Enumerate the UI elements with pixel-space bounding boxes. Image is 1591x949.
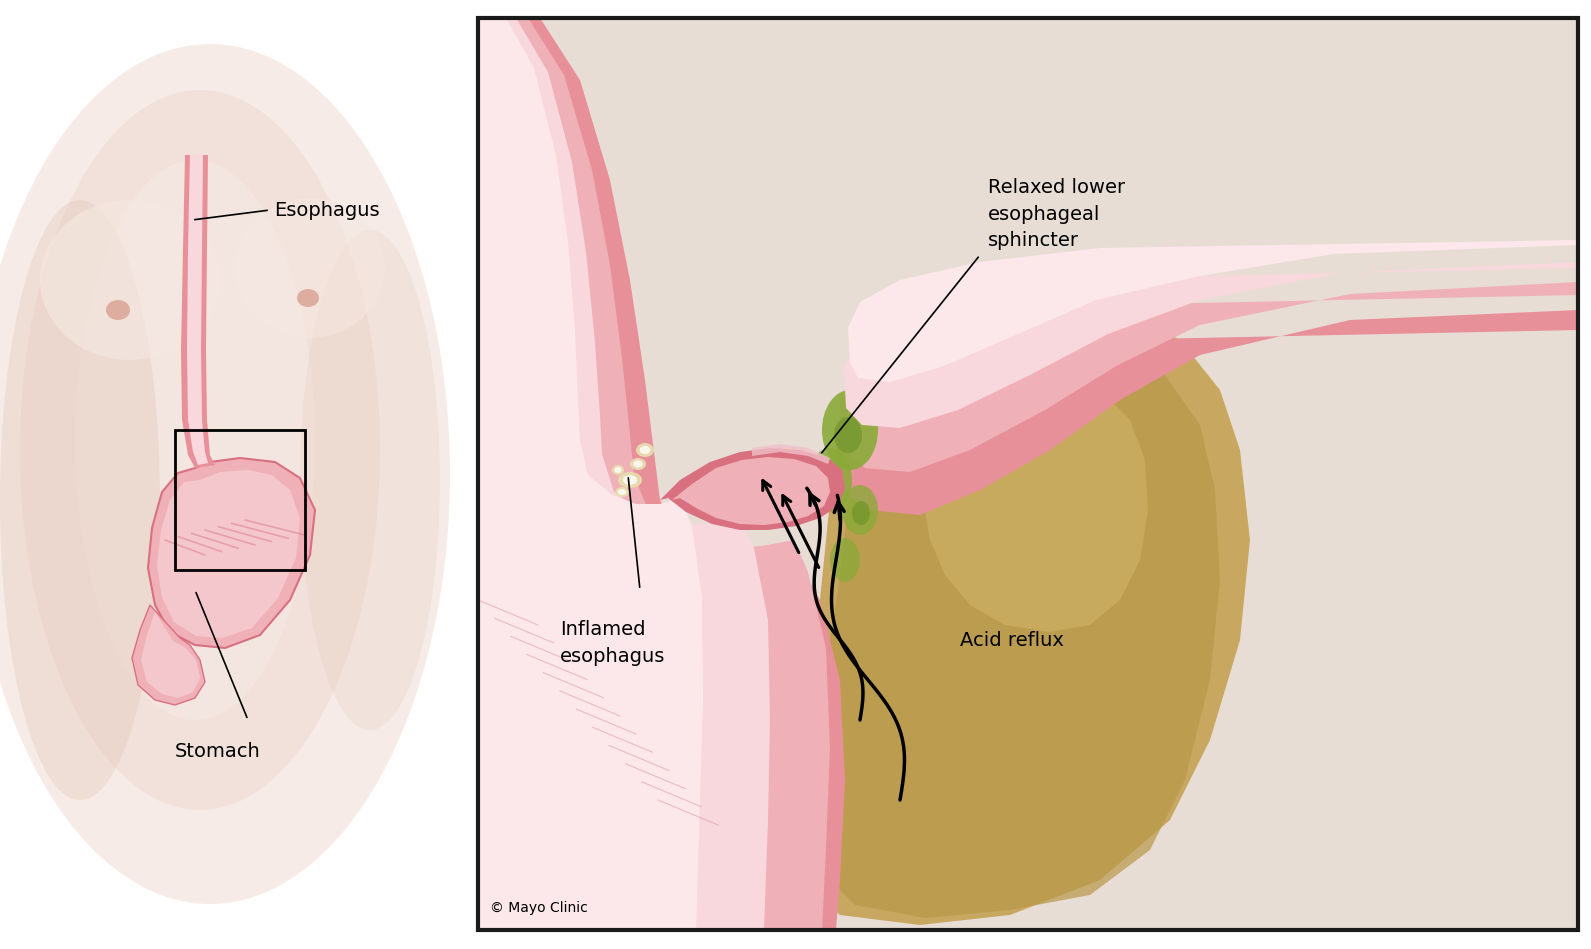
Ellipse shape: [617, 472, 643, 488]
Ellipse shape: [301, 230, 441, 730]
Ellipse shape: [75, 160, 315, 720]
Bar: [477, 18, 1578, 930]
Ellipse shape: [21, 90, 380, 810]
Ellipse shape: [834, 417, 862, 453]
Polygon shape: [477, 18, 703, 930]
Ellipse shape: [235, 198, 385, 338]
Ellipse shape: [808, 448, 853, 512]
Polygon shape: [791, 300, 1251, 925]
Bar: [175, 430, 305, 570]
Polygon shape: [660, 448, 845, 530]
Ellipse shape: [842, 485, 878, 535]
Polygon shape: [477, 18, 770, 930]
Ellipse shape: [617, 489, 627, 495]
Polygon shape: [671, 457, 831, 525]
Text: Acid reflux: Acid reflux: [959, 630, 1064, 649]
Text: © Mayo Clinic: © Mayo Clinic: [490, 901, 587, 915]
Ellipse shape: [640, 446, 651, 455]
Polygon shape: [843, 105, 1578, 428]
Ellipse shape: [633, 460, 643, 468]
Polygon shape: [132, 605, 205, 705]
Ellipse shape: [821, 467, 843, 497]
Polygon shape: [142, 612, 200, 698]
Polygon shape: [811, 335, 1220, 918]
Text: Esophagus: Esophagus: [274, 200, 380, 219]
Ellipse shape: [613, 465, 624, 475]
Ellipse shape: [614, 467, 622, 473]
Ellipse shape: [298, 289, 320, 307]
Ellipse shape: [636, 443, 654, 457]
Polygon shape: [848, 148, 1578, 382]
Ellipse shape: [831, 538, 861, 582]
Bar: [477, 18, 1578, 930]
Ellipse shape: [616, 487, 628, 497]
Polygon shape: [148, 458, 315, 648]
Text: Stomach: Stomach: [175, 742, 261, 761]
Polygon shape: [477, 18, 845, 930]
Polygon shape: [477, 18, 831, 930]
Ellipse shape: [622, 475, 638, 485]
Polygon shape: [835, 18, 1578, 515]
Polygon shape: [181, 155, 215, 468]
Ellipse shape: [823, 390, 878, 470]
Ellipse shape: [630, 458, 646, 470]
Polygon shape: [753, 444, 831, 464]
Ellipse shape: [40, 200, 220, 360]
Ellipse shape: [0, 200, 161, 800]
Ellipse shape: [0, 44, 450, 904]
Text: Inflamed
esophagus: Inflamed esophagus: [560, 620, 665, 665]
Polygon shape: [158, 470, 301, 638]
Polygon shape: [840, 60, 1578, 472]
Text: Relaxed lower
esophageal
sphincter: Relaxed lower esophageal sphincter: [988, 178, 1125, 250]
Ellipse shape: [850, 367, 889, 423]
Polygon shape: [188, 155, 208, 465]
Ellipse shape: [107, 300, 130, 320]
Ellipse shape: [853, 501, 870, 525]
Polygon shape: [918, 375, 1149, 632]
